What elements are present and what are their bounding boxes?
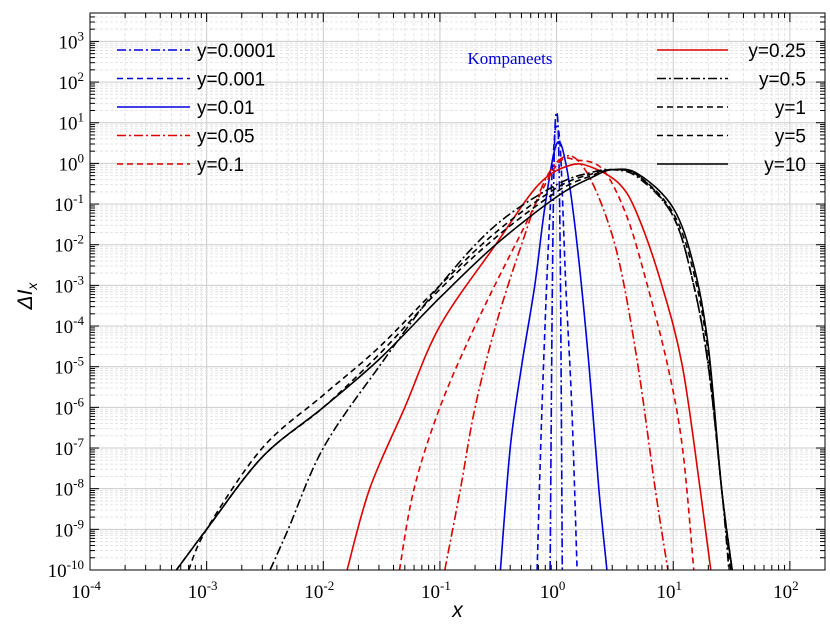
y-tick-label-exponent: 0 — [78, 150, 85, 165]
legend-label: y=0.001 — [197, 70, 265, 91]
grid — [89, 12, 826, 571]
y-tick-label: 10-5 — [54, 354, 84, 379]
y-tick-label: 10-2 — [54, 232, 84, 257]
y-tick-label-exponent: -1 — [73, 191, 84, 206]
x-tick-label-base: 10 — [656, 582, 675, 603]
legend-label: y=0.05 — [197, 127, 255, 148]
x-tick-label-exponent: -3 — [207, 578, 218, 593]
y-tick-label-base: 10 — [48, 561, 67, 582]
y-tick-label-base: 10 — [54, 276, 73, 297]
y-tick-label: 100 — [59, 150, 85, 175]
x-tick-label-base: 10 — [540, 582, 559, 603]
y-tick-label: 10-1 — [54, 191, 84, 216]
y-axis-title-main: ΔI — [14, 289, 37, 310]
axis-ticks — [89, 12, 826, 571]
x-tick-label-exponent: -1 — [440, 578, 451, 593]
y-tick-label-exponent: -10 — [67, 557, 84, 572]
y-tick-label-exponent: 3 — [78, 28, 85, 43]
y-tick-label-base: 10 — [59, 114, 78, 135]
x-tick-label-base: 10 — [188, 582, 207, 603]
series-line-9 — [175, 168, 733, 570]
y-tick-label-exponent: -9 — [73, 516, 84, 531]
x-tick-label: 10-4 — [71, 578, 101, 603]
y-tick-label-base: 10 — [59, 154, 78, 175]
tick-labels: 10-4 10-3 10-2 10-1 100 101 10210-1010-910-810… — [48, 28, 799, 603]
legend-label: y=1 — [775, 98, 806, 119]
y-tick-label-base: 10 — [54, 236, 73, 257]
y-tick-label-exponent: -5 — [73, 354, 84, 369]
x-tick-label-exponent: -2 — [323, 578, 334, 593]
y-tick-label-base: 10 — [59, 73, 78, 94]
legend-label: y=0.01 — [197, 98, 255, 119]
legend-label: y=0.5 — [759, 70, 806, 91]
y-tick-label-exponent: 1 — [78, 110, 85, 125]
x-tick-label-base: 10 — [71, 582, 90, 603]
x-tick-label-exponent: 1 — [675, 578, 682, 593]
y-tick-label-base: 10 — [54, 480, 73, 501]
legend-label: y=0.0001 — [197, 41, 276, 62]
legend-label: y=10 — [764, 155, 806, 176]
y-tick-label: 10-8 — [54, 476, 84, 501]
series-line-4 — [398, 157, 695, 570]
kompaneets-annotation: Kompaneets — [468, 49, 553, 68]
y-tick-label-base: 10 — [54, 195, 73, 216]
y-tick-label-base: 10 — [54, 358, 73, 379]
series-lines — [175, 111, 733, 570]
y-axis-title: ΔIx — [14, 282, 40, 311]
x-tick-label: 102 — [773, 578, 799, 603]
y-axis-title-subscript: x — [24, 282, 40, 291]
y-tick-label: 10-10 — [48, 557, 84, 582]
x-tick-label: 10-3 — [188, 578, 218, 603]
legend-label: y=5 — [775, 127, 806, 148]
y-tick-label-base: 10 — [54, 317, 73, 338]
y-tick-label-base: 10 — [54, 439, 73, 460]
y-tick-label: 103 — [59, 28, 85, 53]
series-line-7 — [187, 168, 732, 570]
legend-label: y=0.25 — [748, 41, 806, 62]
y-tick-label: 10-6 — [54, 394, 84, 419]
x-tick-label-base: 10 — [773, 582, 792, 603]
y-tick-label-exponent: -2 — [73, 232, 84, 247]
x-tick-label-base: 10 — [421, 582, 440, 603]
x-axis-title: x — [451, 599, 464, 622]
y-tick-label: 102 — [59, 69, 85, 94]
y-tick-label-exponent: -6 — [73, 394, 84, 409]
legend: y=0.0001 y=0.001 y=0.01 y=0.05 y=0.1 y=0.25 y=… — [117, 41, 806, 176]
x-tick-label: 100 — [540, 578, 566, 603]
x-tick-label: 101 — [656, 578, 682, 603]
y-tick-label-exponent: -8 — [73, 476, 84, 491]
y-tick-label: 10-7 — [54, 435, 84, 460]
series-line-2 — [499, 140, 608, 570]
series-line-3 — [444, 154, 669, 570]
series-line-1 — [536, 125, 578, 570]
series-line-5 — [346, 163, 712, 570]
x-tick-label-exponent: 2 — [792, 578, 799, 593]
y-tick-label-exponent: -3 — [73, 272, 84, 287]
legend-label: y=0.1 — [197, 155, 244, 176]
y-tick-label-exponent: 2 — [78, 69, 85, 84]
y-tick-label-base: 10 — [54, 398, 73, 419]
y-tick-label-base: 10 — [54, 520, 73, 541]
y-tick-label: 10-9 — [54, 516, 84, 541]
y-tick-label: 10-3 — [54, 272, 84, 297]
series-line-0 — [549, 111, 564, 570]
x-tick-label-base: 10 — [304, 582, 323, 603]
series-line-8 — [175, 168, 733, 570]
y-tick-label: 10-4 — [54, 313, 84, 338]
x-tick-label: 10-2 — [304, 578, 334, 603]
x-tick-label-exponent: 0 — [559, 578, 566, 593]
x-tick-label-exponent: -4 — [90, 578, 101, 593]
y-tick-label: 101 — [59, 110, 85, 135]
y-tick-label-exponent: -7 — [73, 435, 84, 450]
y-tick-label-base: 10 — [59, 32, 78, 53]
y-tick-label-exponent: -4 — [73, 313, 84, 328]
x-tick-label: 10-1 — [421, 578, 451, 603]
